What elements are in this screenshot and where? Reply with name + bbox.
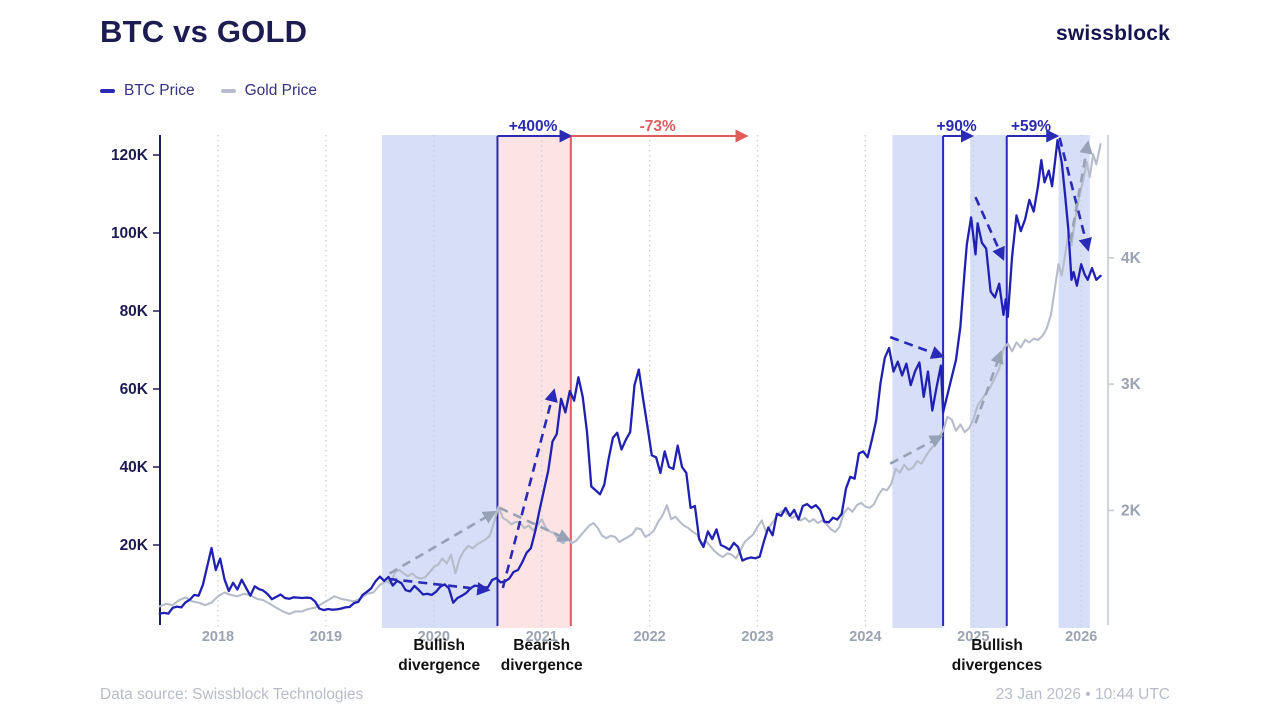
divergence-band — [970, 135, 1007, 628]
divergence-label: Bullish — [413, 637, 465, 654]
trend-arrow-gold — [499, 506, 572, 542]
legend-label-gold: Gold Price — [244, 82, 317, 99]
y-axis-label-left: 80K — [120, 303, 149, 320]
divergence-label: divergence — [398, 657, 480, 674]
btc-legend-dash-icon — [100, 89, 115, 93]
x-axis-year-label: 2024 — [849, 629, 881, 645]
gold-price-line — [158, 143, 1102, 616]
trend-arrow-btc — [501, 388, 558, 589]
y-axis-label-right: 2K — [1121, 502, 1142, 519]
y-axis-label-right: 4K — [1121, 250, 1142, 267]
trend-arrow-btc — [1058, 137, 1092, 252]
x-axis-year-label: 2019 — [310, 629, 342, 645]
y-axis-label-left: 100K — [111, 225, 149, 242]
x-axis-year-label: 2021 — [526, 629, 558, 645]
trend-arrow-btc — [974, 196, 1005, 261]
gold-legend-dash-icon — [220, 89, 236, 93]
y-axis-label-right: 3K — [1121, 376, 1142, 393]
btc-price-line — [158, 139, 1102, 615]
x-axis-year-label: 2020 — [418, 629, 450, 645]
range-arrow-label: +90% — [937, 118, 977, 135]
divergence-label: divergences — [952, 657, 1042, 674]
legend-label-btc: BTC Price — [124, 82, 195, 99]
x-axis-year-label: 2022 — [633, 629, 665, 645]
trend-arrow-gold — [974, 349, 1004, 424]
page-title: BTC vs GOLD — [100, 14, 308, 49]
legend: BTC Price Gold Price — [100, 82, 317, 100]
trend-arrow-btc — [889, 335, 945, 359]
y-axis-label-left: 40K — [120, 459, 149, 476]
range-arrow-label: -73% — [640, 118, 676, 135]
x-axis-year-label: 2025 — [957, 629, 989, 645]
divergence-band — [1058, 135, 1090, 628]
divergence-band — [382, 135, 498, 628]
range-arrow-label: +59% — [1011, 118, 1051, 135]
y-axis-label-left: 120K — [111, 147, 149, 164]
divergence-label: divergence — [501, 657, 583, 674]
legend-item-gold: Gold Price — [220, 82, 317, 100]
swissblock-logo: swissblock — [1055, 22, 1170, 45]
y-axis-label-left: 60K — [120, 381, 149, 398]
divergence-band — [497, 135, 571, 628]
divergence-label: Bearish — [513, 637, 570, 654]
trend-arrow-btc — [388, 577, 491, 596]
x-axis-year-label: 2018 — [202, 629, 234, 645]
trend-arrow-gold — [1069, 140, 1093, 242]
data-source-note: Data source: Swissblock Technologies — [100, 686, 364, 703]
y-axis-label-left: 20K — [120, 537, 149, 554]
divergence-band — [892, 135, 944, 628]
trend-arrow-gold — [889, 435, 944, 465]
range-arrow-label: +400% — [509, 118, 558, 135]
x-axis-year-label: 2026 — [1065, 629, 1097, 645]
trend-arrow-gold — [388, 510, 497, 575]
divergence-label: Bullish — [971, 637, 1023, 654]
legend-item-btc: BTC Price — [100, 82, 195, 100]
timestamp: 23 Jan 2026 • 10:44 UTC — [995, 686, 1170, 703]
x-axis-year-label: 2023 — [741, 629, 773, 645]
